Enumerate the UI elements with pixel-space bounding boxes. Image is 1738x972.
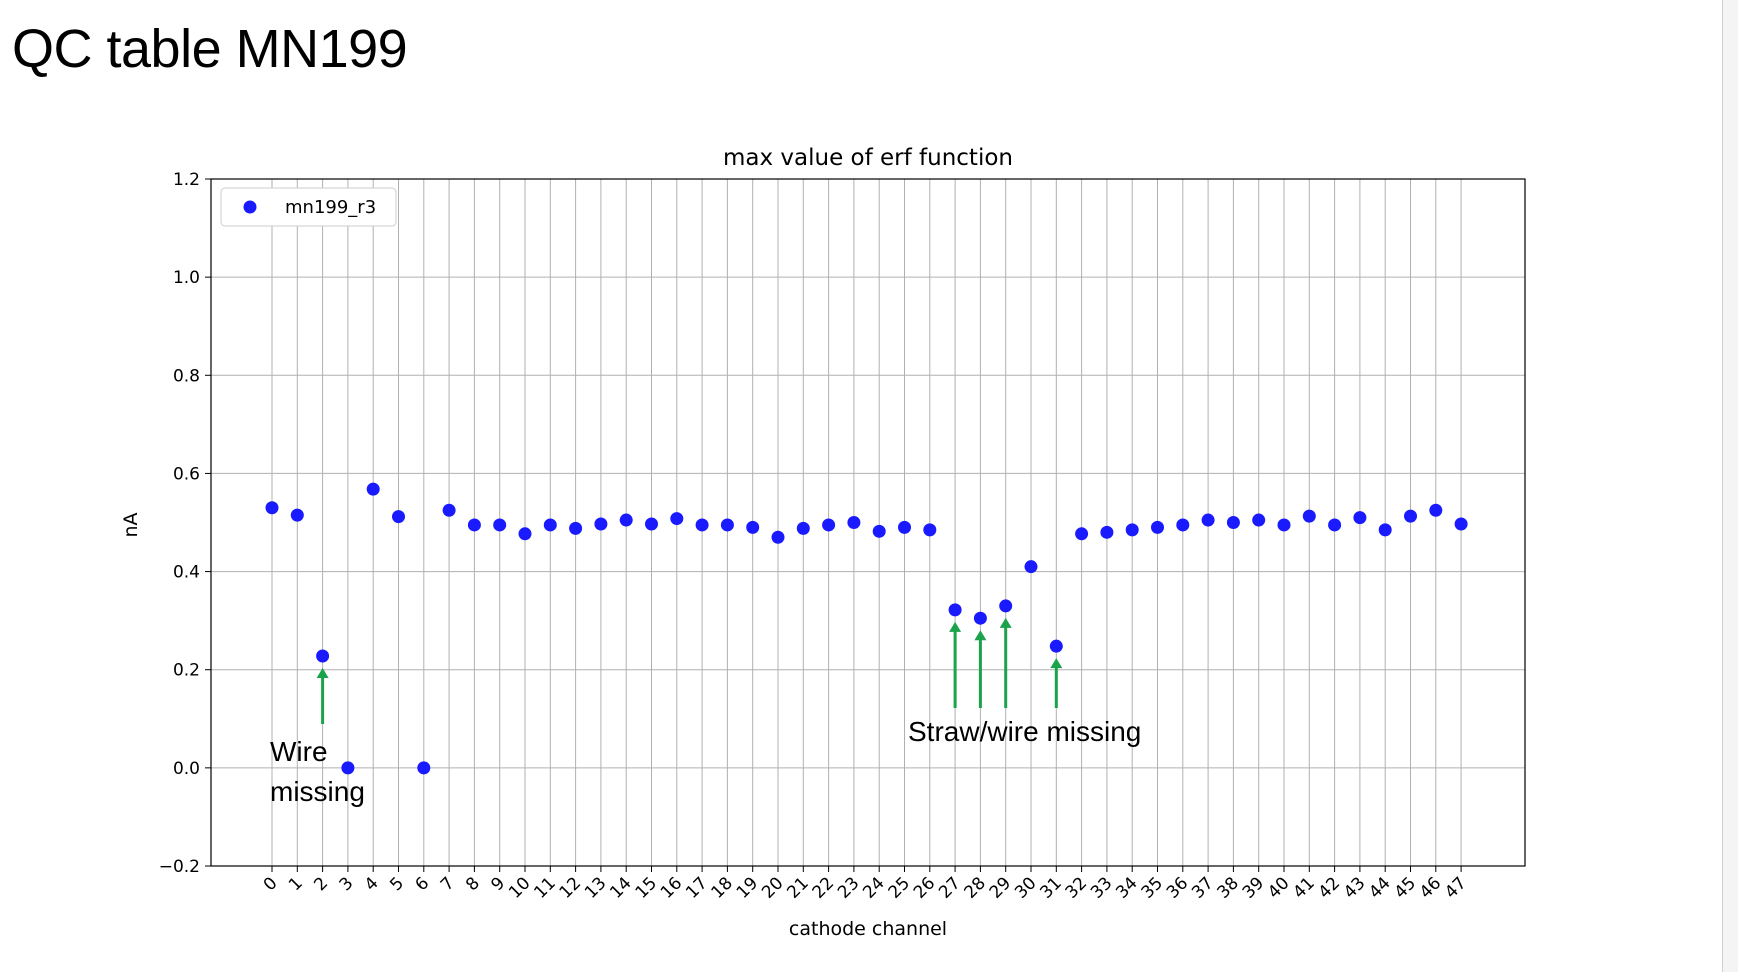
data-point (1201, 513, 1215, 527)
data-point (1252, 513, 1266, 527)
data-point (847, 516, 861, 529)
y-tick-label: 1.2 (173, 170, 200, 190)
x-tick-label: 5 (386, 873, 408, 895)
annotation-arrow-head (949, 621, 962, 632)
x-tick-label: 6 (412, 873, 434, 895)
data-point (619, 513, 633, 527)
y-tick-label: 0.0 (173, 759, 200, 779)
axis-ticks: −0.20.00.20.40.60.81.01.20 1 2 3 4 5 6 7 8 910111… (159, 170, 1471, 903)
y-tick-label: 1.0 (173, 268, 200, 288)
legend: mn199_r3 (220, 187, 397, 227)
legend-marker (243, 200, 257, 214)
data-point (417, 761, 431, 775)
x-tick-label: 47 (1441, 873, 1470, 902)
data-point (695, 518, 709, 532)
data-point (594, 517, 608, 531)
annotation-arrow-head (1050, 658, 1063, 669)
slide-edge (1722, 0, 1738, 972)
data-point (569, 521, 583, 535)
data-point (1302, 509, 1316, 523)
data-point (923, 523, 937, 537)
y-tick-label: 0.2 (173, 661, 200, 681)
annotation-arrow-head (974, 630, 987, 641)
x-tick-label: 8 (462, 873, 484, 895)
data-point (645, 517, 658, 531)
x-tick-label: 1 (285, 873, 307, 895)
data-point (493, 518, 507, 532)
data-point (1353, 511, 1367, 525)
data-point (1328, 518, 1342, 532)
data-point (670, 512, 684, 526)
data-point (1100, 525, 1114, 539)
wire-missing-line2: missing (270, 776, 365, 807)
wire-missing-annotation: Wire missing (270, 732, 365, 812)
x-tick-label: 4 (361, 873, 383, 895)
data-point (392, 510, 405, 524)
data-point (1075, 527, 1089, 541)
data-point (1151, 520, 1164, 534)
data-point (1429, 503, 1443, 517)
data-point (822, 518, 836, 532)
x-tick-label: 3 (336, 873, 358, 895)
x-tick-label: 2 (310, 873, 332, 895)
data-point (290, 508, 304, 522)
data-point (948, 603, 962, 617)
y-axis-label: nA (120, 512, 142, 537)
annotation-arrow-head (999, 617, 1012, 628)
annotation-arrows (316, 617, 1063, 724)
y-tick-label: 0.8 (173, 366, 200, 386)
legend-box (220, 187, 397, 227)
data-point (898, 520, 911, 534)
data-point (316, 649, 330, 663)
y-tick-label: −0.2 (159, 857, 200, 877)
data-point (1277, 518, 1291, 532)
data-point (543, 518, 557, 532)
data-point (999, 599, 1013, 613)
data-point (1024, 560, 1038, 574)
data-point (1454, 517, 1468, 531)
data-point (872, 524, 886, 538)
chart-title: max value of erf function (723, 145, 1013, 171)
x-tick-label: 0 (260, 873, 282, 895)
data-points (265, 482, 1468, 775)
data-point (442, 503, 456, 517)
data-point (1226, 516, 1240, 529)
data-point (771, 530, 785, 544)
y-tick-label: 0.4 (173, 563, 200, 583)
x-tick-label: 7 (437, 873, 459, 895)
plot-background (211, 179, 1525, 866)
data-point (796, 521, 810, 535)
y-tick-label: 0.6 (173, 464, 200, 484)
x-axis-label: cathode channel (789, 918, 947, 940)
data-point (341, 761, 355, 775)
straw-wire-missing-annotation: Straw/wire missing (908, 716, 1142, 747)
wire-missing-line1: Wire (270, 736, 328, 767)
data-point (1378, 523, 1392, 537)
annotation-arrow-head (316, 667, 329, 678)
data-point (1125, 523, 1139, 537)
data-point (265, 501, 279, 515)
data-point (518, 527, 532, 541)
data-point (746, 520, 760, 534)
legend-label: mn199_r3 (285, 197, 376, 218)
x-tick-label: 9 (487, 873, 509, 895)
plot-frame (210, 178, 1526, 867)
slide-title: QC table MN199 (12, 19, 408, 79)
data-point (1176, 518, 1190, 532)
data-point (720, 518, 734, 532)
data-point (1404, 509, 1417, 523)
data-point (973, 611, 987, 625)
data-point (467, 518, 481, 532)
data-point (366, 482, 380, 496)
data-point (1049, 639, 1063, 653)
